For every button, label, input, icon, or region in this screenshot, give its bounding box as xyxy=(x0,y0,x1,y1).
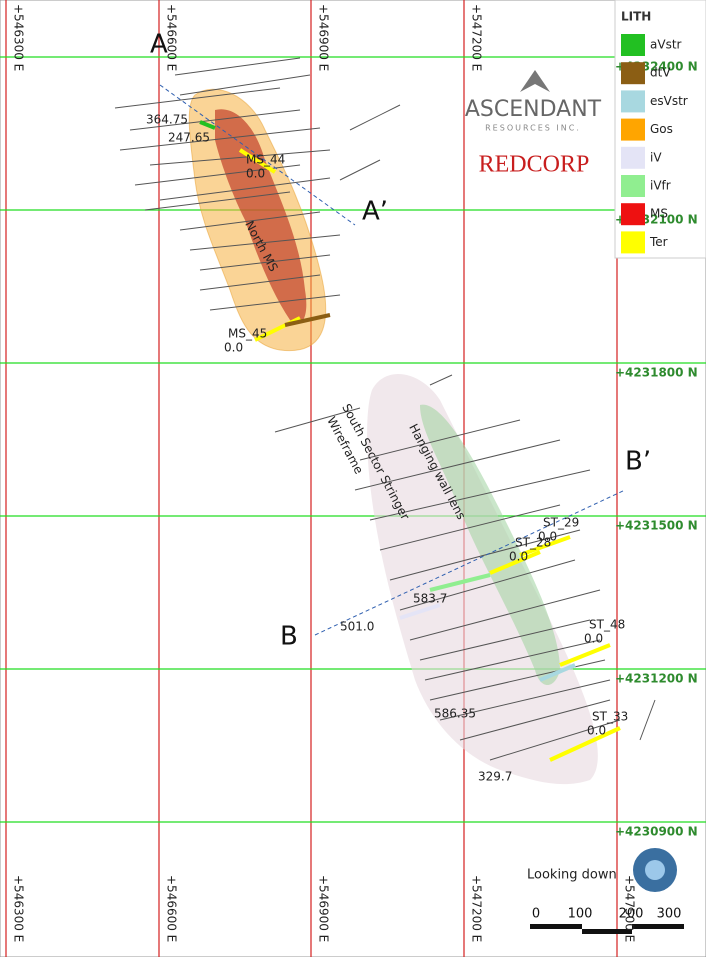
legend-swatch xyxy=(621,175,645,197)
northing-label: +4231500 N xyxy=(615,519,698,533)
easting-label: +546600 E xyxy=(165,875,179,942)
annotation: ST_33 xyxy=(592,710,628,724)
hanging-wall-lens xyxy=(420,404,560,685)
annotation: 0.0 xyxy=(584,632,603,646)
legend-label: iV xyxy=(650,150,662,164)
legend-swatch xyxy=(621,34,645,56)
annotation: 247.65 xyxy=(168,131,210,145)
scale-tick-label: 300 xyxy=(657,907,682,922)
logo-ascendant-sub: RESOURCES INC. xyxy=(485,124,581,133)
legend-swatch xyxy=(621,231,645,254)
legend-swatch xyxy=(621,90,645,113)
annotation: 0.0 xyxy=(224,341,243,355)
annotation: 586.35 xyxy=(434,707,476,721)
easting-label: +546900 E xyxy=(317,875,331,942)
northing-lines xyxy=(0,56,706,823)
annotation: 0.0 xyxy=(587,724,606,738)
northing-label: +4231800 N xyxy=(615,366,698,380)
easting-label: +547200 E xyxy=(470,4,484,71)
scale-tick-label: 200 xyxy=(619,907,644,922)
easting-label: +547500 E xyxy=(623,875,637,942)
logo-mark xyxy=(520,70,550,92)
legend-swatch xyxy=(621,62,645,85)
legend-label: aVstr xyxy=(650,38,682,52)
easting-label: +546300 E xyxy=(12,875,26,942)
view-caption: Looking down xyxy=(527,868,617,883)
section-line-a xyxy=(159,84,356,226)
south-wireframe xyxy=(367,373,598,785)
mineralized-intervals xyxy=(199,120,621,762)
legend-swatch xyxy=(621,118,645,141)
section-line-b xyxy=(314,489,626,636)
scale-bar-segment xyxy=(530,924,582,929)
section-label: A xyxy=(150,30,168,60)
scale-bar-segment xyxy=(632,924,684,929)
northing-label: +4230900 N xyxy=(615,825,698,839)
annotation: MS_44 xyxy=(246,153,285,167)
section-label: B’ xyxy=(625,447,651,477)
annotation: ST_28 xyxy=(515,536,551,550)
legend-label: Ter xyxy=(649,235,668,249)
legend-label: Gos xyxy=(650,122,673,136)
annotation: 583.7 xyxy=(413,592,447,606)
legend-label: dtV xyxy=(650,66,671,80)
easting-label: +546900 E xyxy=(317,4,331,71)
annotation: 501.0 xyxy=(340,620,374,634)
easting-label: +546300 E xyxy=(12,4,26,71)
legend-swatch xyxy=(621,146,645,169)
legend-swatch xyxy=(621,203,645,226)
annotation: MS_45 xyxy=(228,327,267,341)
scale-tick-label: 0 xyxy=(532,907,540,922)
annotation: ST_29 xyxy=(543,516,579,530)
logo-redcorp: REDCORP xyxy=(479,152,590,178)
scale-bar-segment xyxy=(582,929,632,934)
legend-label: MS xyxy=(650,207,668,221)
easting-label: +546600 E xyxy=(165,4,179,71)
scale-tick-label: 100 xyxy=(568,907,593,922)
legend-label: esVstr xyxy=(650,94,688,108)
annotation: 0.0 xyxy=(509,550,528,564)
easting-label: +547200 E xyxy=(470,875,484,942)
drill-holes xyxy=(114,57,656,761)
section-label: B xyxy=(280,622,298,652)
annotation: 364.75 xyxy=(146,113,188,127)
annotation: 329.7 xyxy=(478,770,512,784)
northing-label: +4231200 N xyxy=(615,672,698,686)
compass-center xyxy=(645,860,665,880)
logo-ascendant: ASCENDANT xyxy=(465,97,602,122)
section-label: A’ xyxy=(362,197,388,227)
annotation: 0.0 xyxy=(538,530,557,544)
annotation: 0.0 xyxy=(246,167,265,181)
annotation: ST_48 xyxy=(589,618,625,632)
north-ms-core xyxy=(215,109,307,324)
legend-label: iVfr xyxy=(650,179,671,193)
legend-title: LITH xyxy=(621,10,651,24)
